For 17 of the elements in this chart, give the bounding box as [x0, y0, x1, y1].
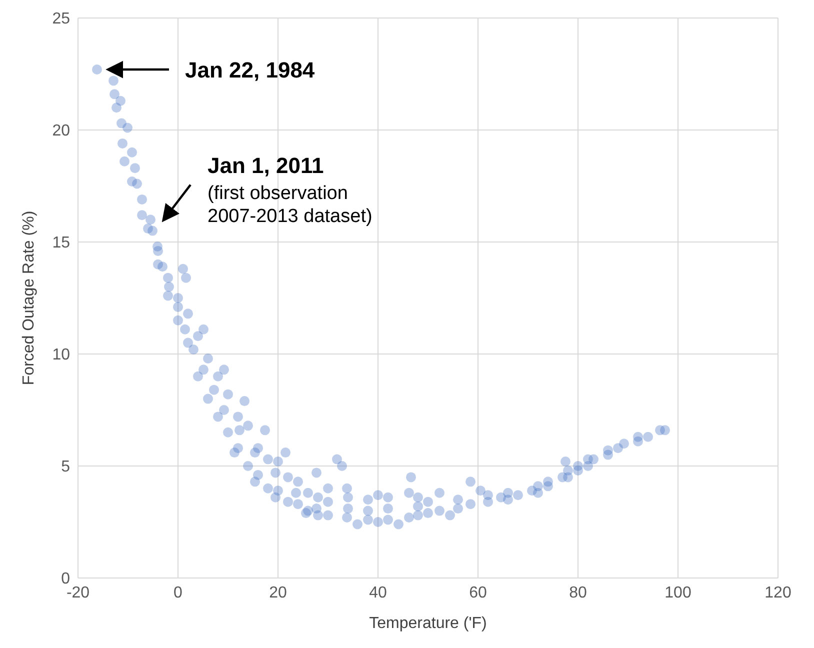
x-tick-label: 80: [569, 584, 587, 602]
y-tick-label: 10: [52, 346, 70, 364]
annotation: Jan 1, 2011: [208, 152, 324, 178]
annotation: (first observation 2007-2013 dataset): [208, 182, 372, 227]
x-tick-label: 20: [269, 584, 287, 602]
y-tick-label: 15: [52, 234, 70, 252]
y-axis-title: Forced Outage Rate (%): [20, 210, 38, 386]
x-tick-label: 0: [174, 584, 183, 602]
y-tick-label: 25: [52, 10, 70, 28]
x-tick-label: 60: [469, 584, 487, 602]
annotation: Jan 22, 1984: [185, 58, 316, 83]
y-tick-label: 5: [61, 458, 70, 476]
y-tick-label: 20: [52, 122, 70, 140]
x-tick-label: 120: [764, 584, 792, 602]
x-tick-label: 100: [664, 584, 692, 602]
x-axis-title: Temperature ('F): [369, 615, 487, 632]
x-tick-label: 40: [369, 584, 387, 602]
